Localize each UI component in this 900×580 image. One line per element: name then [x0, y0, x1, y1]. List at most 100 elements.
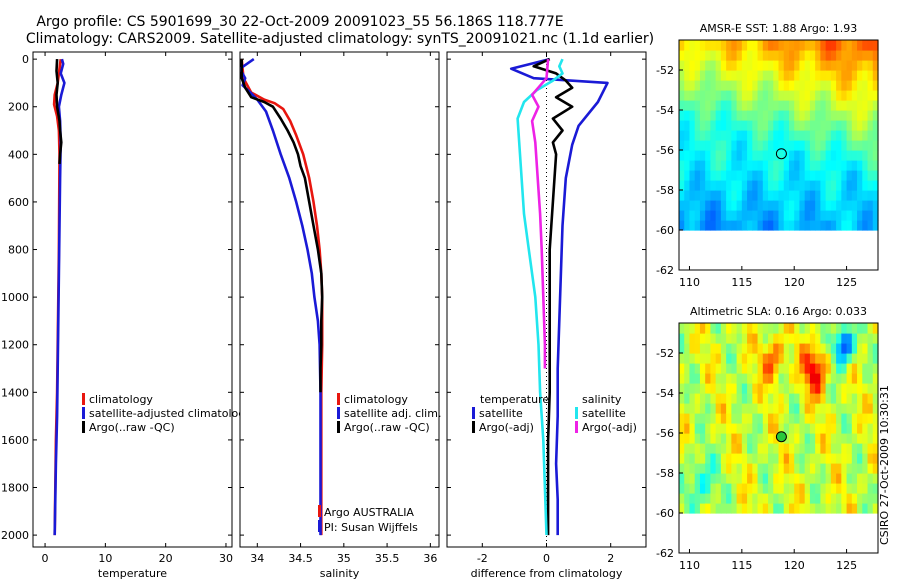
sla-cell: [731, 353, 738, 364]
sla-cell: [846, 353, 853, 364]
sla-cell: [830, 453, 837, 464]
sla-cell: [689, 323, 696, 334]
sla-cell: [857, 473, 863, 484]
sst-cell: [720, 210, 727, 221]
sla-cell: [773, 463, 780, 474]
sst-cell: [809, 120, 816, 131]
sla-cell: [846, 383, 853, 394]
sst-cell: [684, 110, 691, 121]
sst-cell: [788, 120, 795, 131]
sst-cell: [736, 100, 743, 111]
sla-cell: [846, 393, 853, 404]
sla-cell: [794, 363, 801, 374]
sst-cell: [867, 50, 874, 61]
sla-cell: [736, 413, 743, 424]
sst-cell: [851, 70, 858, 81]
sla-cell: [804, 363, 811, 374]
sst-cell: [705, 50, 712, 61]
sla-cell: [762, 333, 769, 344]
sst-cell: [705, 130, 712, 141]
sla-cell: [809, 323, 816, 334]
sst-cell: [773, 160, 780, 171]
sla-cell: [731, 493, 738, 504]
sla-cell: [815, 493, 821, 504]
sst-cell: [794, 180, 801, 191]
sst-cell: [689, 140, 696, 151]
sst-cell: [726, 80, 732, 91]
sla-cell: [862, 483, 869, 494]
sla-cell: [841, 503, 848, 514]
sst-cell: [699, 150, 706, 161]
sla-cell: [841, 493, 848, 504]
sst-cell: [720, 150, 727, 161]
sst-cell: [741, 90, 748, 101]
sla-cell: [741, 373, 748, 384]
sst-cell: [788, 180, 795, 191]
sst-cell: [862, 100, 869, 111]
sst-cell: [846, 190, 853, 201]
sla-cell: [778, 403, 785, 414]
salinity-xtick-label: 36: [423, 552, 437, 565]
sla-cell: [715, 483, 722, 494]
sla-cell: [836, 323, 842, 334]
sla-cell: [736, 353, 743, 364]
sst-cell: [715, 80, 722, 91]
sst-cell: [851, 220, 858, 231]
sst-cell: [684, 170, 691, 181]
sst-cell: [773, 110, 780, 121]
sla-cell: [794, 323, 801, 334]
sla-cell: [783, 503, 790, 514]
sla-cell: [830, 433, 837, 444]
sla-cell: [841, 473, 848, 484]
sst-cell: [778, 150, 785, 161]
sst-cell: [836, 100, 842, 111]
sla-cell: [830, 353, 837, 364]
sla-cell: [825, 433, 832, 444]
temperature-ytick-label: 800: [8, 244, 29, 257]
sst-cell: [747, 190, 753, 201]
sla-cell: [762, 403, 769, 414]
sst-cell: [778, 210, 785, 221]
sst-cell: [768, 190, 774, 201]
sst-cell: [836, 160, 842, 171]
sla-cell: [783, 333, 790, 344]
sla-cell: [715, 433, 722, 444]
sla-cell: [804, 503, 811, 514]
sst-cell: [846, 220, 853, 231]
sst-cell: [736, 80, 743, 91]
sla-cell: [752, 343, 759, 354]
sla-cell: [747, 483, 753, 494]
sla-cell: [762, 373, 769, 384]
sst-cell: [694, 110, 701, 121]
sst-cell: [757, 90, 764, 101]
sla-cell: [872, 463, 879, 474]
sla-cell: [768, 323, 774, 334]
sla-cell: [841, 363, 848, 374]
sla-cell: [762, 393, 769, 404]
sla-cell: [809, 333, 816, 344]
sla-cell: [794, 403, 801, 414]
sla-cell: [862, 473, 869, 484]
sla-cell: [862, 363, 869, 374]
sla-cell: [783, 463, 790, 474]
sst-cell: [836, 140, 842, 151]
temperature-ytick-label: 1200: [1, 339, 29, 352]
sla-cell: [741, 353, 748, 364]
sla-cell: [867, 373, 874, 384]
sst-cell: [857, 60, 863, 71]
sst-cell: [757, 40, 764, 51]
sla-cell: [762, 493, 769, 504]
sst-cell: [710, 140, 717, 151]
sla-cell: [815, 333, 821, 344]
sla-cell: [689, 363, 696, 374]
sst-cell: [773, 120, 780, 131]
sst-cell: [731, 220, 738, 231]
sla-cell: [815, 323, 821, 334]
sla-cell: [710, 353, 717, 364]
sst-cell: [747, 60, 753, 71]
sla-cell: [736, 363, 743, 374]
sla-cell: [747, 443, 753, 454]
sst-cell: [778, 100, 785, 111]
sla-cell: [815, 363, 821, 374]
sst-cell: [851, 140, 858, 151]
